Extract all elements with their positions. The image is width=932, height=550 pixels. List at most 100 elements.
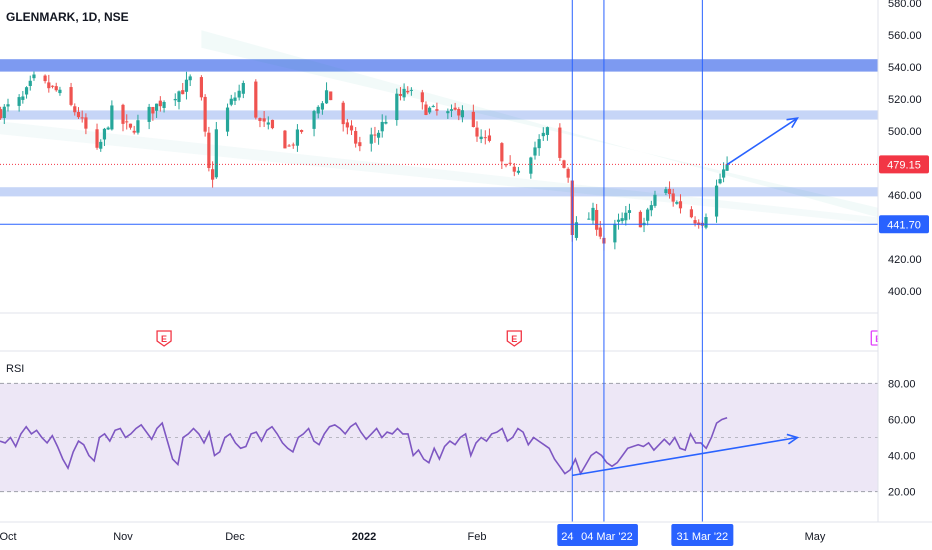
price-axis-tick-label: 460.00 (888, 190, 922, 202)
symbol-legend[interactable]: GLENMARK, 1D, NSE (6, 10, 129, 24)
candle-body (376, 132, 381, 138)
support-level-badge-text: 441.70 (887, 219, 921, 231)
date-badge-bg (575, 524, 638, 546)
candle (704, 213, 708, 230)
candle-body (591, 207, 595, 221)
candle-body (151, 106, 155, 114)
candle-body (479, 136, 483, 140)
rsi-legend[interactable]: RSI (6, 363, 24, 375)
candle-body (457, 109, 461, 116)
candle (203, 94, 207, 137)
candle-body (704, 217, 708, 228)
candle (184, 71, 189, 100)
price-axis-tick-label: 580.00 (888, 0, 922, 10)
candle (299, 129, 304, 134)
wedge-layer (0, 30, 878, 224)
candle-body (32, 74, 36, 79)
candle-body (155, 103, 159, 111)
candle-body (453, 107, 457, 110)
candle (516, 166, 521, 175)
candle (58, 86, 62, 96)
rsi-pane[interactable] (0, 382, 878, 493)
candle (17, 94, 21, 112)
candle (211, 161, 215, 188)
wedge-upper (201, 30, 878, 218)
price-pane[interactable]: EEE (0, 0, 886, 347)
candle-body (431, 106, 435, 108)
candle-body (295, 129, 300, 146)
candle (406, 86, 410, 95)
price-pane-bg (0, 0, 878, 345)
candle (529, 156, 533, 179)
projection-arrow[interactable] (726, 117, 799, 166)
candle-body (369, 134, 373, 144)
candle-body (69, 87, 73, 105)
candle (128, 123, 133, 130)
candle (667, 181, 672, 199)
candle-body (291, 144, 295, 146)
candle (483, 130, 487, 145)
candle-body (345, 122, 349, 128)
candle-body (2, 106, 6, 118)
candle-body (262, 118, 266, 122)
candle (653, 190, 657, 208)
price-axis-tick-label: 500.00 (888, 126, 922, 138)
candle-body (241, 82, 245, 94)
candle (395, 88, 399, 126)
candle (24, 86, 29, 99)
candle-body (675, 202, 679, 204)
candle-body (541, 132, 545, 137)
candle (675, 200, 679, 205)
candle-body (287, 145, 291, 147)
candle (718, 173, 722, 185)
rsi-divergence-arrow[interactable] (572, 433, 800, 477)
candle-body (529, 157, 533, 174)
candle (341, 100, 345, 132)
candle (558, 123, 562, 162)
candle (207, 126, 211, 172)
candle-body (693, 220, 697, 224)
candle (158, 96, 162, 112)
candle-body (43, 75, 47, 82)
candle (84, 113, 88, 135)
rsi-axis[interactable]: 80.00 60.00 40.00 20.00 (888, 378, 916, 498)
earnings-marker[interactable]: E (506, 330, 522, 347)
time-axis[interactable]: Oct Nov Dec 2022 Feb May (0, 531, 826, 543)
candle-body (50, 85, 55, 87)
wedge-lower (0, 121, 878, 224)
candle-body (54, 86, 58, 91)
candle (566, 167, 570, 183)
candle-body (646, 209, 650, 221)
time-axis-tick-label: Oct (0, 531, 17, 543)
candle (32, 71, 36, 81)
candle-body (373, 134, 377, 136)
candle (21, 90, 25, 104)
candle-body (299, 130, 304, 132)
candle (354, 127, 358, 148)
candle-body (128, 123, 133, 128)
trend-layer[interactable] (572, 117, 800, 477)
rsi-line-layer (0, 416, 728, 476)
candle (324, 82, 329, 104)
candle (714, 179, 719, 223)
earnings-marker[interactable]: E (156, 330, 172, 347)
candle-body (21, 96, 25, 100)
candle (73, 103, 77, 116)
candle-body (214, 129, 218, 178)
candle (620, 212, 624, 224)
candle (504, 163, 508, 168)
candle (312, 109, 316, 137)
price-axis-tick-label: 560.00 (888, 30, 922, 42)
candle-body (270, 119, 275, 129)
candle-body (402, 88, 406, 98)
candle-body (487, 135, 492, 141)
candle (345, 118, 349, 135)
candle (233, 92, 237, 106)
candle (409, 87, 413, 96)
candle-body (721, 169, 726, 178)
candle (398, 87, 403, 101)
candle-body (595, 209, 599, 230)
earnings-marker-shape (506, 330, 522, 347)
candle-body (678, 201, 683, 209)
